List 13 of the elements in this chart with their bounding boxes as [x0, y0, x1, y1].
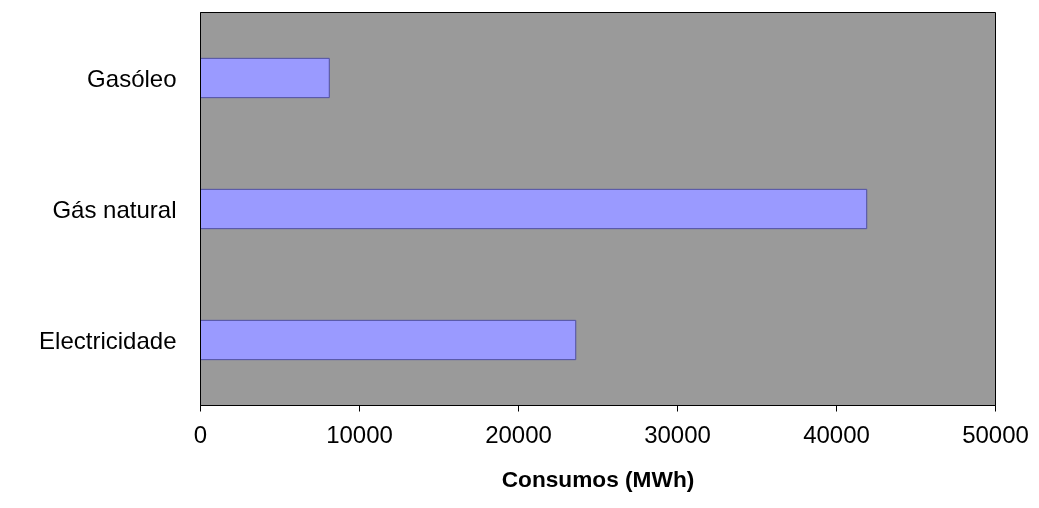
x-tick-label: 20000 — [485, 420, 552, 448]
x-tick-label: 10000 — [326, 420, 393, 448]
bar — [200, 319, 577, 361]
bar — [200, 188, 868, 230]
y-tick-label: Gasóleo — [87, 64, 177, 92]
x-tick-label: 40000 — [803, 420, 870, 448]
x-tick-label: 0 — [193, 420, 208, 448]
y-tick-label: Gás natural — [52, 195, 177, 223]
y-tick-label: Electricidade — [39, 326, 177, 354]
x-axis-title: Consumos (MWh) — [501, 465, 695, 492]
x-tick-label: 50000 — [962, 420, 1029, 448]
bar — [200, 57, 330, 99]
x-tick-label: 30000 — [644, 420, 711, 448]
